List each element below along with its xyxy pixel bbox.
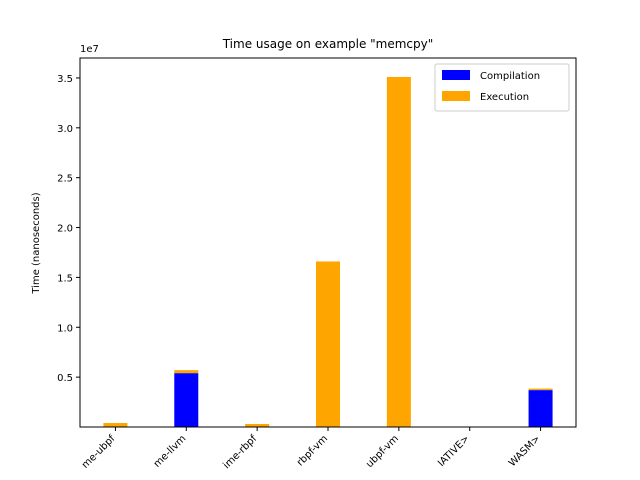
legend: Compilation Execution [434, 63, 570, 112]
bar-execution-3 [245, 424, 270, 427]
y-tick-label: 3.5 [57, 74, 73, 85]
x-tick-label: ubpf-vm [364, 433, 401, 470]
bar-execution-5 [386, 76, 411, 428]
x-tick-label: me-llvm [152, 433, 189, 470]
x-axis: me-ubpf me-llvm ime-rbpf rbpf-vm ubpf-vm IATI… [80, 427, 543, 471]
y-tick-label: 1.0 [57, 323, 73, 334]
legend-swatch-compilation [442, 70, 470, 80]
legend-swatch-execution [442, 91, 470, 101]
bar-execution-4 [316, 261, 340, 427]
legend-label-execution: Execution [480, 92, 529, 103]
bar-compilation-7 [528, 390, 553, 427]
x-tick-label: IATIVE> [436, 433, 472, 469]
y-tick-label: 0.5 [57, 373, 73, 384]
y-tick-label: 2.0 [57, 224, 73, 235]
bars-group [103, 76, 553, 428]
bar-execution-2 [174, 370, 199, 374]
bar-execution-1 [103, 423, 128, 427]
x-tick-label: rbpf-vm [295, 433, 330, 468]
x-tick-label: ime-rbpf [221, 433, 259, 471]
bar-execution-7 [528, 388, 553, 391]
chart-title: Time usage on example "memcpy" [222, 37, 434, 51]
bar-compilation-2 [174, 373, 199, 427]
y-tick-label: 2.5 [57, 174, 73, 185]
y-tick-label: 1.5 [57, 273, 73, 284]
y-tick-label: 3.0 [57, 124, 73, 135]
plot-frame [79, 57, 577, 428]
y-axis: 0.5 1.0 1.5 2.0 2.5 3.0 3.5 [57, 74, 80, 384]
y-offset-text: 1e7 [80, 44, 99, 55]
x-tick-label: me-ubpf [80, 433, 118, 471]
legend-label-compilation: Compilation [480, 71, 540, 82]
y-axis-label: Time (nanoseconds) [31, 192, 42, 294]
x-tick-label: WASM> [507, 433, 543, 469]
